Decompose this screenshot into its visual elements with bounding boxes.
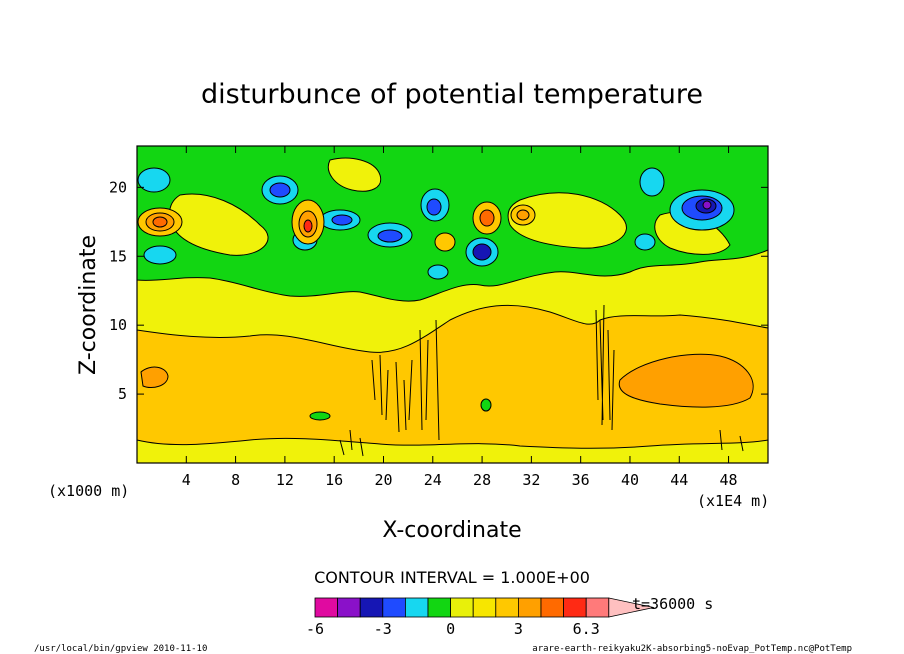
x-tick-label: 8 bbox=[231, 471, 240, 489]
x-tick-label: 32 bbox=[522, 471, 540, 489]
x-tick-label: 28 bbox=[473, 471, 491, 489]
colorbar-tick-label: 0 bbox=[446, 620, 455, 638]
x-tick-label: 40 bbox=[621, 471, 639, 489]
field-blue-5 bbox=[472, 243, 492, 261]
x-tick-label: 36 bbox=[572, 471, 590, 489]
y-tick-label: 5 bbox=[118, 385, 127, 403]
field-warm-2c bbox=[303, 219, 313, 233]
colorbar bbox=[314, 597, 654, 618]
colorbar-swatch bbox=[314, 597, 339, 618]
x-tick-label: 16 bbox=[325, 471, 343, 489]
field-orange-patch-left bbox=[140, 366, 169, 389]
field-blue-2 bbox=[331, 214, 353, 226]
x-tick-label: 24 bbox=[424, 471, 442, 489]
field-purple-1 bbox=[702, 200, 712, 210]
colorbar-arrow bbox=[608, 597, 654, 618]
field-warm-5 bbox=[434, 232, 456, 252]
y-tick-label: 20 bbox=[109, 178, 127, 196]
footer-left: /usr/local/bin/gpview 2010-11-10 bbox=[34, 644, 207, 654]
field-yellow-intrusion-4 bbox=[328, 157, 382, 192]
chart-title: disturbunce of potential temperature bbox=[201, 79, 703, 110]
field-green-dot-2 bbox=[480, 398, 492, 412]
x-axis-ticks: 4 8 12 16 20 24 28 32 36 40 44 48 bbox=[182, 146, 738, 489]
x-tick-label: 44 bbox=[670, 471, 688, 489]
field-cyan-2 bbox=[143, 245, 177, 265]
plot-area bbox=[136, 145, 769, 464]
colorbar-swatch bbox=[427, 597, 452, 618]
field-orange-patch bbox=[618, 353, 754, 408]
x-tick-label: 48 bbox=[720, 471, 738, 489]
colorbar-swatch bbox=[359, 597, 384, 618]
colorbar-swatch bbox=[404, 597, 429, 618]
field-warm-3b bbox=[479, 209, 495, 227]
colorbar-swatch bbox=[585, 597, 610, 618]
colorbar-swatch bbox=[450, 597, 474, 618]
contour-interval: CONTOUR INTERVAL = 1.000E+00 bbox=[314, 568, 590, 587]
colorbar-swatch bbox=[472, 597, 497, 618]
colorbar-swatch bbox=[382, 597, 406, 618]
time-label: t=36000 s bbox=[632, 595, 713, 613]
x-tick-label: 20 bbox=[374, 471, 392, 489]
x-tick-label: 4 bbox=[182, 471, 191, 489]
colorbar-swatch bbox=[518, 597, 542, 618]
footer-right: arare-earth-reikyaku2K-absorbing5-noEvap… bbox=[532, 644, 852, 654]
x-unit-left: (x1000 m) bbox=[48, 482, 129, 500]
colorbar-swatch bbox=[540, 597, 565, 618]
x-tick-label: 12 bbox=[276, 471, 294, 489]
field-yellow-intrusion-2 bbox=[507, 192, 627, 249]
field-cyan-1 bbox=[137, 167, 171, 193]
colorbar-tick-label: -3 bbox=[374, 620, 392, 638]
y-axis-ticks: 5 10 15 20 bbox=[109, 178, 768, 403]
field-warm-4b bbox=[516, 209, 530, 221]
field-blue-4 bbox=[426, 198, 442, 216]
field-blue-1 bbox=[269, 182, 291, 198]
colorbar-swatch bbox=[563, 597, 587, 618]
y-tick-label: 10 bbox=[109, 316, 127, 334]
field-cyan-11 bbox=[634, 233, 656, 251]
y-axis-label: Z-coordinate bbox=[76, 235, 101, 375]
x-unit-right: (x1E4 m) bbox=[697, 492, 769, 510]
colorbar-tick-label: -6 bbox=[306, 620, 324, 638]
plot-frame bbox=[136, 145, 769, 464]
colorbar-tick-label: 3 bbox=[514, 620, 523, 638]
field-streaks bbox=[339, 304, 744, 457]
field-cyan-9 bbox=[639, 167, 665, 197]
colorbar-swatch bbox=[337, 597, 361, 618]
field-blue-3 bbox=[377, 229, 403, 243]
x-axis-label: X-coordinate bbox=[382, 518, 521, 543]
colorbar-swatch bbox=[495, 597, 519, 618]
field-warm-1c bbox=[152, 216, 168, 228]
field-green-dot-1 bbox=[309, 411, 331, 421]
colorbar-tick-label: 6.3 bbox=[573, 620, 600, 638]
colorbar-ticks: -6 -3 0 3 6.3 bbox=[306, 620, 600, 638]
field-cyan-12 bbox=[427, 264, 449, 280]
y-tick-label: 15 bbox=[109, 247, 127, 265]
